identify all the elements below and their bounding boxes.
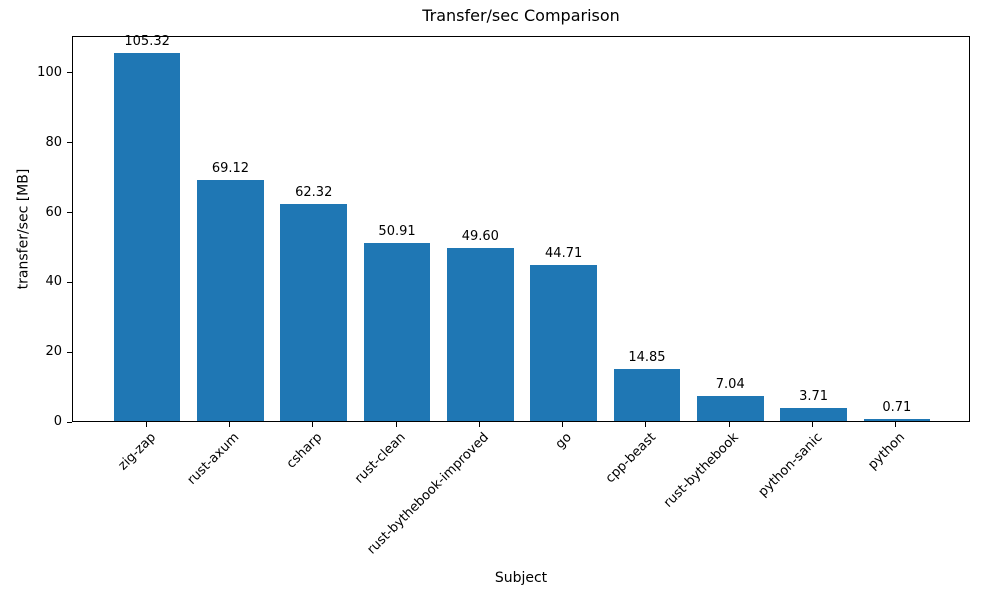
x-tick-label: python-sanic bbox=[755, 430, 826, 500]
x-tick-mark bbox=[312, 422, 314, 427]
plot-area: 105.32 69.12 62.32 50.91 49.60 44.71 14.85 7.04… bbox=[72, 34, 970, 422]
x-axis-label: Subject bbox=[494, 570, 548, 586]
x-tick-mark bbox=[395, 422, 397, 427]
bar bbox=[113, 53, 181, 421]
x-tick-mark bbox=[562, 422, 564, 427]
bar bbox=[696, 396, 764, 421]
y-tick-label: 20 bbox=[45, 344, 62, 360]
bar-value-label: 7.04 bbox=[715, 377, 745, 393]
y-tick-mark bbox=[67, 281, 72, 283]
y-tick-mark bbox=[67, 351, 72, 353]
y-tick-mark bbox=[67, 212, 72, 214]
bar bbox=[613, 369, 681, 421]
bar bbox=[363, 243, 431, 421]
bar bbox=[863, 418, 931, 421]
bar-value-label: 44.71 bbox=[545, 245, 583, 261]
bar-value-label: 50.91 bbox=[378, 224, 416, 240]
bar bbox=[447, 247, 514, 421]
bar-value-label: 62.32 bbox=[295, 184, 333, 200]
x-tick-label: rust-clean bbox=[352, 430, 409, 487]
x-tick-mark bbox=[645, 422, 647, 427]
x-tick-mark bbox=[895, 422, 897, 427]
y-tick-mark bbox=[67, 421, 72, 423]
y-tick-mark bbox=[67, 142, 72, 144]
bar-value-label: 3.71 bbox=[799, 389, 829, 405]
x-tick-mark bbox=[478, 422, 480, 427]
y-tick-label: 80 bbox=[45, 134, 62, 150]
bar-value-label: 0.71 bbox=[882, 399, 912, 415]
bar bbox=[197, 179, 264, 421]
bar-value-label: 105.32 bbox=[124, 34, 170, 50]
bar bbox=[280, 203, 348, 421]
bar bbox=[780, 408, 847, 421]
x-tick-mark bbox=[228, 422, 230, 427]
y-tick-label: 100 bbox=[37, 64, 62, 80]
x-tick-mark bbox=[812, 422, 814, 427]
y-axis-label-wrap: transfer/sec [MB] bbox=[12, 36, 34, 422]
bar bbox=[530, 264, 597, 421]
x-tick-label: rust-axum bbox=[184, 430, 243, 488]
bar-value-label: 14.85 bbox=[628, 350, 666, 366]
y-tick-label: 0 bbox=[53, 414, 62, 429]
x-tick-label: rust-bythebook bbox=[661, 430, 742, 511]
y-axis-label: transfer/sec [MB] bbox=[15, 168, 32, 290]
bar-value-label: 69.12 bbox=[211, 160, 250, 176]
y-tick-label: 40 bbox=[45, 274, 62, 290]
x-tick-label: zig-zap bbox=[115, 430, 159, 474]
y-tick-label: 60 bbox=[45, 204, 62, 220]
chart-title: Transfer/sec Comparison bbox=[422, 6, 620, 25]
x-tick-label: csharp bbox=[283, 430, 326, 472]
x-tick-mark bbox=[728, 422, 730, 427]
x-tick-mark bbox=[145, 422, 147, 427]
x-tick-label: go bbox=[553, 430, 576, 453]
bar-value-label: 49.60 bbox=[461, 228, 499, 244]
x-tick-label: python bbox=[865, 430, 909, 473]
y-tick-mark bbox=[67, 72, 72, 74]
x-tick-label: cpp-beast bbox=[602, 430, 659, 487]
